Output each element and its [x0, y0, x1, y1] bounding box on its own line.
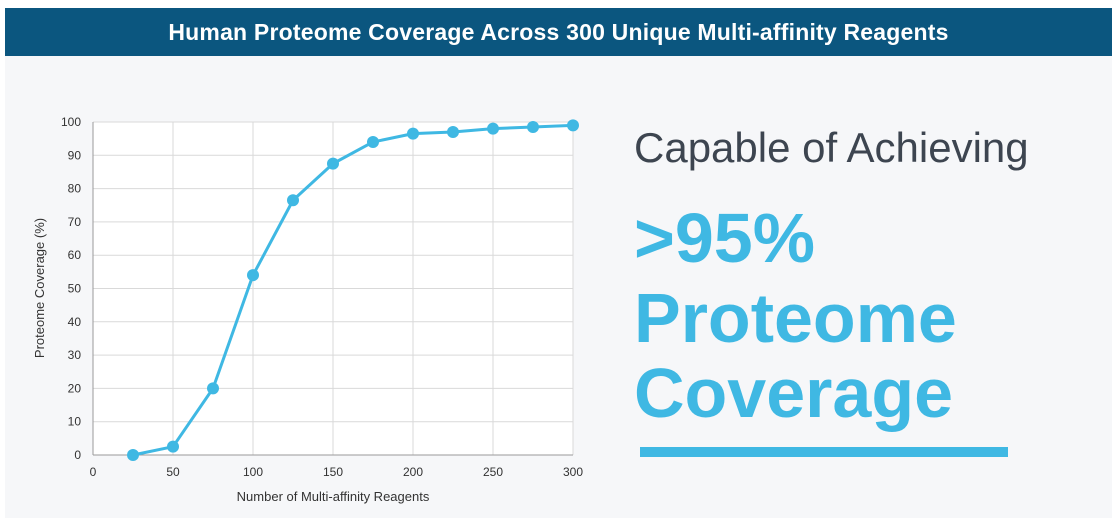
data-point [127, 449, 139, 461]
data-point [567, 119, 579, 132]
plot-area: 0 10 20 30 40 50 60 70 80 90 100 0 50 100 150 200 250 300 [61, 115, 583, 479]
y-tick-label: 10 [68, 415, 82, 429]
data-point [447, 125, 459, 138]
x-tick-label: 150 [323, 465, 343, 479]
banner-title: Human Proteome Coverage Across 300 Uniqu… [5, 8, 1112, 56]
data-point [407, 127, 419, 140]
data-point [247, 269, 259, 282]
data-point [167, 440, 179, 453]
coverage-chart: 0 10 20 30 40 50 60 70 80 90 100 0 50 100 150 200 250 300… [32, 115, 583, 504]
callout-percentage: >95% [634, 199, 815, 277]
x-tick-label: 50 [166, 465, 180, 479]
series-line [132, 123, 574, 457]
x-tick-label: 0 [90, 465, 97, 479]
x-axis-title: Number of Multi-affinity Reagents [237, 489, 430, 504]
data-point [487, 122, 499, 135]
y-tick-label: 70 [68, 215, 82, 229]
callout-proteome: Proteome [634, 279, 957, 357]
y-tick-label: 50 [68, 282, 82, 296]
callout-heading: Capable of Achieving [634, 124, 1029, 171]
x-tick-label: 100 [243, 465, 263, 479]
x-tick-label: 300 [563, 465, 583, 479]
x-tick-label: 250 [483, 465, 503, 479]
accent-underline [640, 447, 1008, 457]
y-axis-title: Proteome Coverage (%) [32, 218, 47, 358]
callout-coverage: Coverage [634, 354, 954, 432]
y-tick-label: 40 [68, 315, 82, 329]
data-point [207, 382, 219, 395]
y-tick-label: 90 [68, 148, 82, 162]
data-point [367, 135, 379, 148]
data-point [287, 194, 299, 207]
y-tick-label: 100 [61, 115, 81, 129]
y-tick-label: 30 [68, 348, 82, 362]
y-tick-label: 80 [68, 182, 82, 196]
y-tick-label: 60 [68, 248, 82, 262]
y-tick-label: 0 [74, 448, 81, 462]
y-tick-label: 20 [68, 381, 82, 395]
data-point [327, 157, 339, 170]
data-point [527, 120, 539, 133]
x-tick-label: 200 [403, 465, 423, 479]
